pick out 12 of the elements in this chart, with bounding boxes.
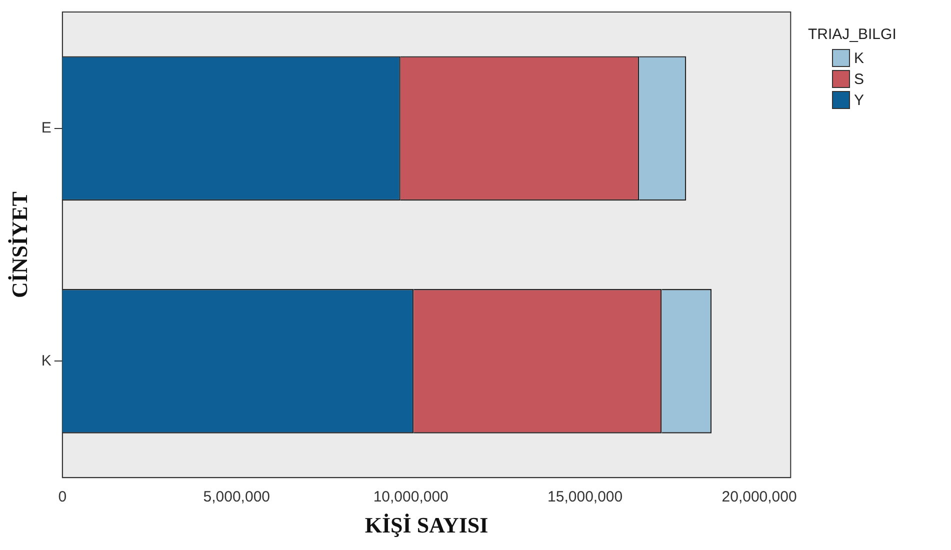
x-axis-title: KİŞİ SAYISI bbox=[364, 512, 488, 538]
x-tick-label: 20,000,000 bbox=[722, 488, 797, 506]
x-tick-label: 10,000,000 bbox=[373, 488, 448, 506]
legend-label: K bbox=[854, 50, 864, 66]
x-tick-label: 15,000,000 bbox=[548, 488, 623, 506]
x-tick-label: 5,000,000 bbox=[203, 488, 270, 506]
y-axis-title: CİNSİYET bbox=[6, 191, 32, 298]
legend-label: Y bbox=[854, 92, 864, 108]
legend-title: TRIAJ_BILGI bbox=[808, 26, 896, 43]
x-tick-label: 0 bbox=[58, 488, 67, 506]
legend-label: S bbox=[854, 70, 864, 88]
y-tick-label: E bbox=[41, 120, 52, 137]
